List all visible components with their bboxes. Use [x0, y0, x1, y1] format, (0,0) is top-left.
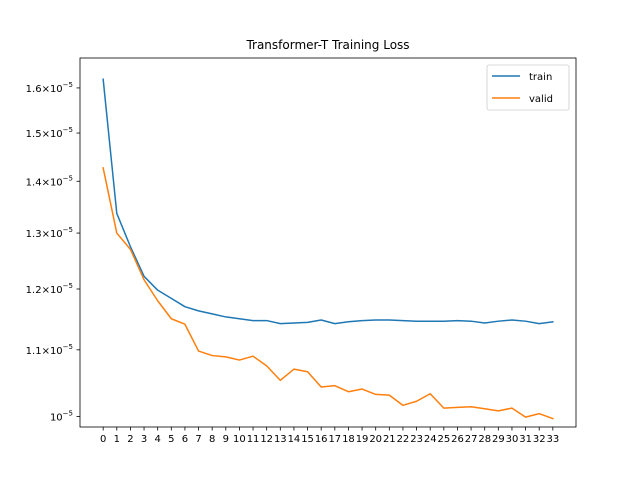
- y-tick-exponent: −5: [63, 343, 73, 351]
- y-tick-mantissa: 1.3: [26, 229, 42, 240]
- y-tick-mantissa: 1.1: [26, 346, 42, 357]
- x-tick-label: 17: [328, 434, 341, 445]
- y-tick-base: ×10: [42, 177, 63, 188]
- y-tick-base: ×10: [42, 285, 63, 296]
- y-tick-label: 1.5×10−5: [26, 126, 73, 140]
- chart-title: Transformer-T Training Loss: [245, 38, 409, 52]
- y-tick-exponent: −5: [63, 282, 73, 290]
- x-tick-label: 20: [369, 434, 382, 445]
- y-tick-label: 1.3×10−5: [26, 226, 73, 240]
- x-tick-label: 16: [315, 434, 328, 445]
- y-tick-mantissa: 1.5: [26, 129, 42, 140]
- y-tick-mantissa: 1.6: [26, 84, 42, 95]
- x-tick-label: 4: [154, 434, 160, 445]
- plot-area: 0 1 2 3 4 5 6 7 8 9 10 11 12 13 14 15 16 17 18 19 20 21 22 23 24…: [26, 78, 559, 445]
- y-tick-exponent: −5: [63, 226, 73, 234]
- x-tick-label: 25: [437, 434, 450, 445]
- y-tick-mantissa: 1.2: [26, 285, 42, 296]
- x-tick-label: 30: [506, 434, 519, 445]
- y-tick-exponent: −5: [63, 409, 73, 417]
- x-tick-label: 1: [114, 434, 120, 445]
- x-tick-label: 11: [247, 434, 260, 445]
- x-tick-label: 10: [233, 434, 246, 445]
- x-tick-label: 9: [223, 434, 229, 445]
- y-tick-label: 1.4×10−5: [26, 174, 73, 188]
- legend-box: [486, 64, 570, 111]
- x-tick-label: 2: [127, 434, 133, 445]
- y-tick-base: ×10: [42, 84, 63, 95]
- x-tick-label: 14: [288, 434, 301, 445]
- y-tick-label: 1.6×10−5: [26, 81, 73, 95]
- x-tick-label: 18: [342, 434, 355, 445]
- x-tick-label: 21: [383, 434, 396, 445]
- y-tick-exponent: −5: [63, 126, 73, 134]
- y-tick-mantissa: 1.4: [26, 177, 42, 188]
- y-tick-base: ×10: [42, 346, 63, 357]
- x-tick-label: 22: [397, 434, 410, 445]
- y-tick-exponent: −5: [63, 174, 73, 182]
- x-tick-label: 26: [451, 434, 464, 445]
- x-tick-label: 23: [410, 434, 423, 445]
- x-tick-label: 5: [168, 434, 174, 445]
- x-tick-label: 29: [492, 434, 505, 445]
- x-tick-label: 24: [424, 434, 437, 445]
- x-tick-label: 12: [260, 434, 273, 445]
- x-tick-label: 8: [209, 434, 215, 445]
- y-tick-base: ×10: [42, 229, 63, 240]
- series-line-valid: [102, 167, 554, 420]
- x-tick-label: 28: [478, 434, 491, 445]
- x-tick-label: 0: [100, 434, 106, 445]
- legend: train valid: [486, 64, 570, 111]
- x-tick-label: 33: [546, 434, 559, 445]
- x-tick-label: 32: [533, 434, 546, 445]
- x-tick-label: 6: [182, 434, 188, 445]
- x-tick-label: 13: [274, 434, 287, 445]
- x-tick-label: 27: [465, 434, 478, 445]
- y-tick-label: 1.1×10−5: [26, 343, 73, 357]
- x-tick-label: 3: [141, 434, 147, 445]
- y-tick-label: 1.2×10−5: [26, 282, 73, 296]
- y-tick-base: ×10: [42, 129, 63, 140]
- x-tick-label: 31: [519, 434, 532, 445]
- y-tick-base: 10: [50, 412, 63, 423]
- x-tick-label: 7: [195, 434, 201, 445]
- series-line-train: [102, 78, 554, 325]
- x-tick-label: 15: [301, 434, 314, 445]
- x-tick-label: 19: [356, 434, 369, 445]
- axes-frame: [79, 57, 577, 428]
- y-tick-exponent: −5: [63, 81, 73, 89]
- y-tick-label: 10−5: [50, 409, 73, 423]
- legend-label-train: train: [529, 72, 552, 83]
- legend-label-valid: valid: [529, 94, 553, 105]
